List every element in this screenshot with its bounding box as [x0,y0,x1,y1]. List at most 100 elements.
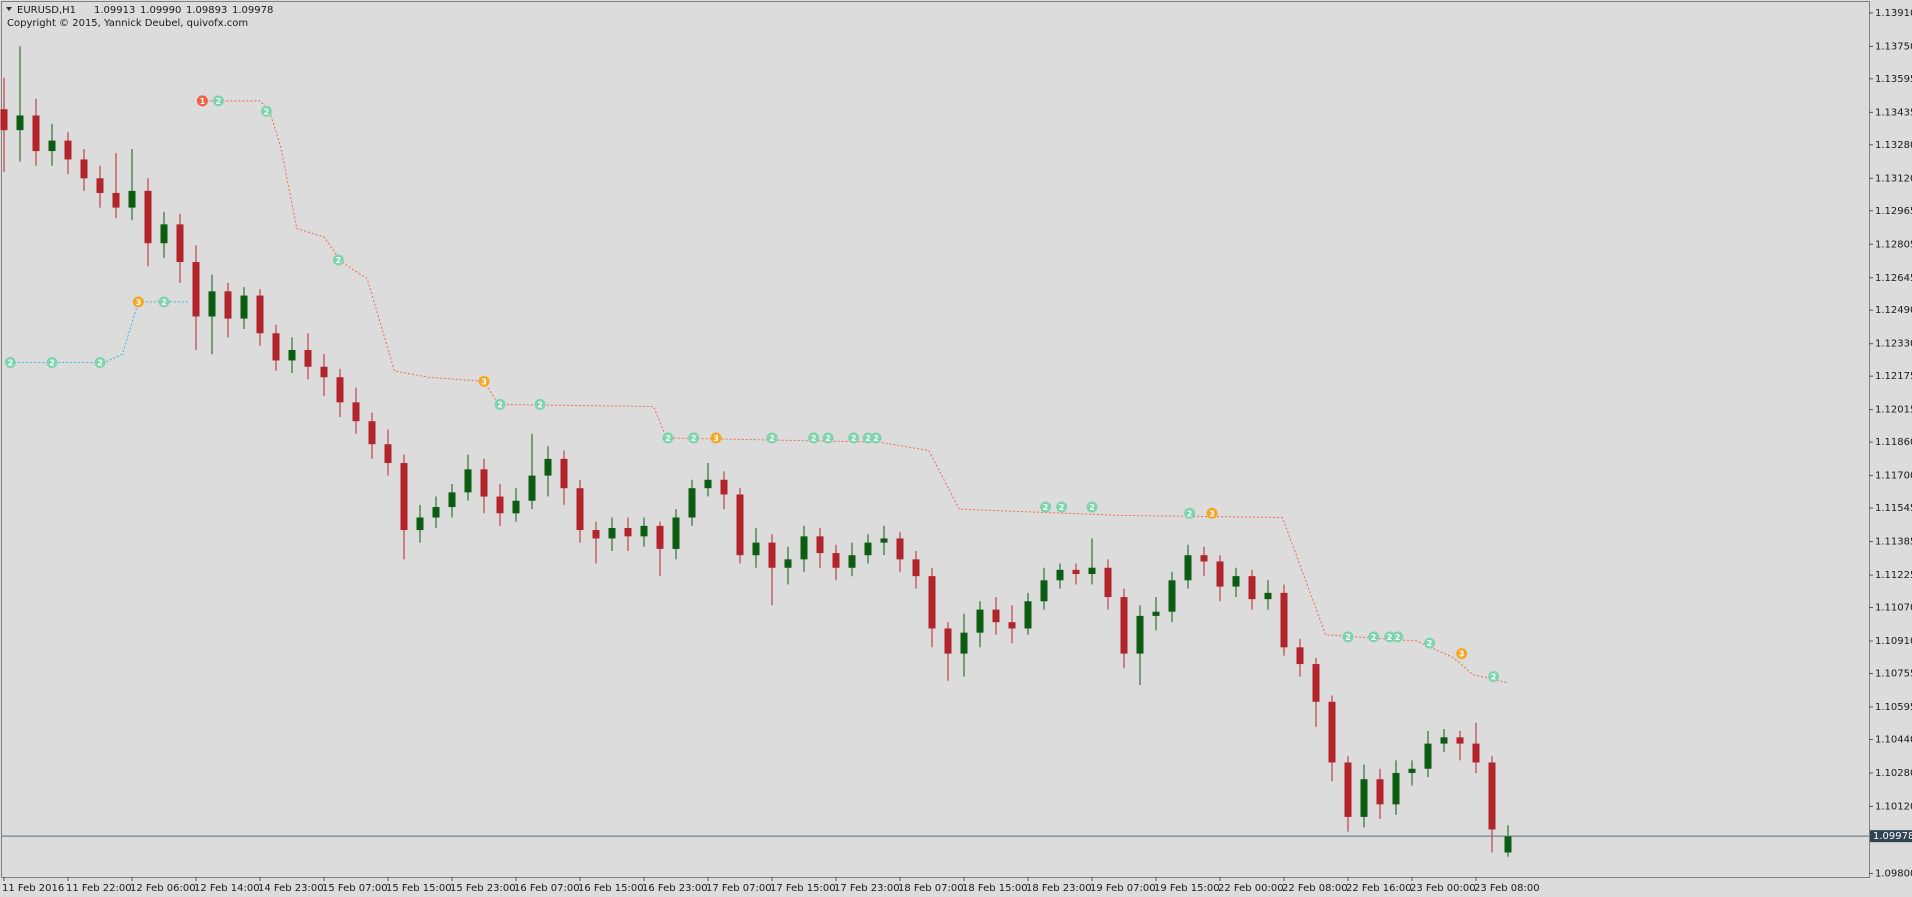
x-tick-label: 15 Feb 07:00 [322,883,388,894]
candle-body [928,576,936,629]
signal-marker: 2 [1342,631,1354,643]
signal-label: 2 [49,359,55,368]
y-tick-label: 1.13280 [1875,140,1912,151]
signal-dot [534,398,546,410]
candle-body [448,492,456,508]
signal-marker: 2 [1040,501,1052,513]
candle-body [656,525,664,549]
x-tick-label: 15 Feb 15:00 [386,883,452,894]
signal-marker: 2 [1368,631,1380,643]
x-tick-label: 11 Feb 2016 [2,883,64,894]
signal-label: 2 [97,359,103,368]
candle-body [176,224,184,263]
candle-body [880,538,888,543]
x-tick-label: 16 Feb 15:00 [578,883,644,894]
y-tick-label: 1.11070 [1875,603,1912,614]
candle-body [224,291,232,319]
signal-dot [1456,648,1468,660]
signal-dot [4,357,16,369]
x-tick-label: 22 Feb 16:00 [1346,883,1412,894]
signal-label: 2 [216,97,222,106]
candle-body [736,494,744,556]
y-tick-label: 1.12965 [1875,206,1912,217]
header-value: 1.09893 [186,5,227,16]
signal-dot [870,432,882,444]
candle-body [1296,647,1304,665]
signal-label: 2 [264,107,270,116]
signal-marker: 2 [158,296,170,308]
signal-marker: 2 [862,432,874,444]
candle-body [96,178,104,193]
candle-body [112,192,120,208]
candle-body [640,525,648,537]
candle-body [1072,569,1080,575]
signal-dot [158,296,170,308]
signal-marker: 3 [478,375,490,387]
signal-label: 3 [1209,509,1215,518]
candle-body [816,536,824,554]
signal-label: 2 [537,400,543,409]
x-tick-label: 23 Feb 08:00 [1474,883,1540,894]
signal-label: 2 [865,434,871,443]
signal-dot [1040,501,1052,513]
signal-label: 2 [1427,639,1433,648]
candle-body [1376,779,1384,805]
candle-body [336,377,344,403]
candle-body [1328,701,1336,763]
y-tick-label: 1.09800 [1875,868,1912,879]
x-tick-label: 11 Feb 22:00 [66,883,132,894]
signal-dot [848,432,860,444]
candle-body [384,444,392,464]
candle-body [160,224,168,244]
candle-body [1024,601,1032,629]
signal-marker: 2 [1488,671,1500,683]
candle-body [64,140,72,160]
signal-dot [862,432,874,444]
signal-label: 2 [1043,503,1049,512]
candle-body [720,479,728,495]
current-price-label: 1.09978 [1873,831,1912,842]
candle-body [576,488,584,531]
candle-body [128,190,136,208]
signal-label: 2 [1387,633,1393,642]
y-tick-label: 1.12330 [1875,339,1912,350]
candle-body [144,190,152,244]
x-tick-label: 16 Feb 07:00 [514,883,580,894]
candle-body [912,559,920,577]
header-value: 1.09978 [232,5,273,16]
x-tick-label: 15 Feb 23:00 [450,883,516,894]
candle-body [1056,569,1064,581]
signal-dot [260,105,272,117]
collapse-arrow[interactable] [6,7,12,11]
signal-dot [494,398,506,410]
candle-body [496,496,504,514]
candle-body [1248,576,1256,600]
y-tick-label: 1.13910 [1875,8,1912,19]
signal-label: 2 [769,434,775,443]
candle-body [32,115,40,152]
candle-body [272,333,280,361]
signal-marker: 2 [870,432,882,444]
signal-label: 3 [136,298,142,307]
candle-body [688,488,696,518]
signal-marker: 2 [1086,501,1098,513]
signal-dot [1488,671,1500,683]
candle-body [464,469,472,493]
signal-label: 2 [873,434,879,443]
signal-marker: 2 [808,432,820,444]
candle-body [848,555,856,568]
x-tick-label: 16 Feb 23:00 [642,883,708,894]
candle-body [1360,779,1368,817]
y-tick-label: 1.10280 [1875,768,1912,779]
candle-body [1104,567,1112,598]
x-tick-label: 23 Feb 00:00 [1410,883,1476,894]
candle-body [1424,743,1432,769]
signal-marker: 2 [1056,501,1068,513]
candle-body [1120,597,1128,654]
signal-marker: 2 [766,432,778,444]
signal-dot [478,375,490,387]
candle-body [1504,836,1512,853]
candle-body [368,421,376,445]
y-tick-label: 1.13435 [1875,107,1912,118]
